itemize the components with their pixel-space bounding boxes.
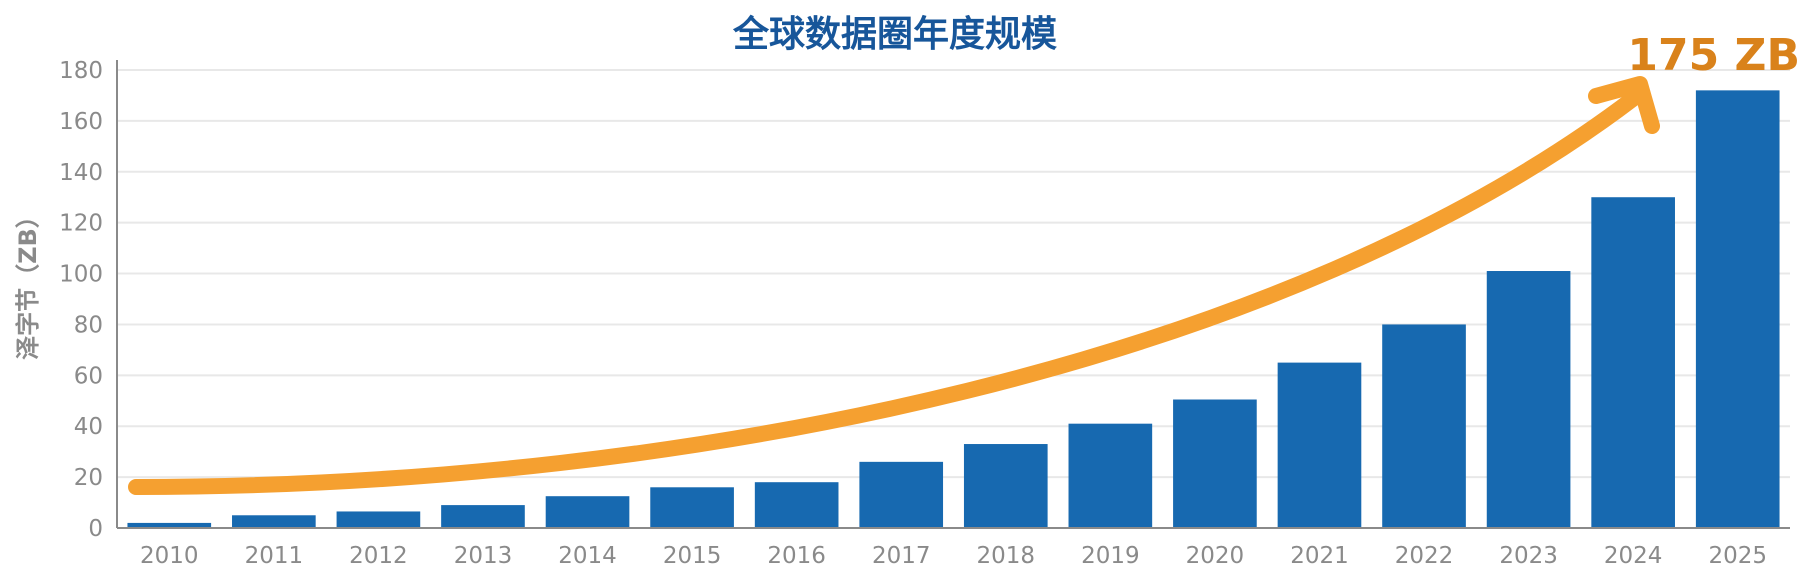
trend-arrowhead [1588,76,1660,134]
y-tick-label: 40 [74,414,103,440]
x-tick-label: 2018 [977,543,1036,569]
y-tick-label: 0 [88,516,103,542]
gridlines [117,69,1790,479]
y-tick-label: 80 [74,312,103,338]
y-tick-label: 100 [59,262,103,288]
x-tick-label: 2012 [349,543,408,569]
x-tick-label: 2025 [1708,543,1767,569]
chart-title: 全球数据圈年度规模 [732,13,1057,55]
bar-2010 [127,522,212,528]
bar-2019 [1068,423,1153,528]
bar-2024 [1591,197,1675,528]
y-tick-label: 20 [74,465,103,491]
bars [127,90,1780,528]
bar-2021 [1277,362,1362,528]
y-tick-label: 60 [74,363,103,389]
bar-2015 [650,487,734,528]
bar-2022 [1382,324,1466,528]
y-tick-label: 160 [59,109,103,135]
bar-2014 [545,496,630,528]
callout-label: 175 ZB [1627,30,1800,81]
y-tick-label: 140 [59,160,103,186]
y-axis-label: 泽字节（ZB） [14,204,42,360]
bar-2017 [859,461,944,528]
x-tick-label: 2023 [1499,543,1558,569]
x-tick-label: 2014 [558,543,617,569]
y-tick-label: 180 [59,58,103,84]
y-tick-label: 120 [59,211,103,237]
x-tick-label: 2015 [663,543,722,569]
x-tick-label: 2024 [1604,543,1663,569]
x-tick-label: 2017 [872,543,931,569]
bar-2016 [754,482,839,528]
x-tick-label: 2021 [1290,543,1349,569]
x-tick-label: 2020 [1186,543,1245,569]
bar-2013 [441,505,525,528]
bar-2020 [1173,399,1257,528]
bar-2018 [963,444,1048,528]
bar-2012 [336,511,421,528]
y-axis-ticks: 0 20 40 60 80 100 120 140 160 180 [59,58,103,542]
x-tick-label: 2013 [454,543,513,569]
bar-2011 [232,515,316,528]
bar-2023 [1486,271,1571,528]
x-tick-label: 2011 [245,543,304,569]
trend-arrow [128,90,1642,495]
x-tick-label: 2022 [1395,543,1454,569]
x-axis-ticks: 2010 2011 2012 2013 2014 2015 2016 2017 2018 2019… [140,543,1767,569]
x-tick-label: 2019 [1081,543,1140,569]
x-tick-label: 2010 [140,543,199,569]
x-tick-label: 2016 [767,543,826,569]
bar-2025 [1695,90,1780,528]
